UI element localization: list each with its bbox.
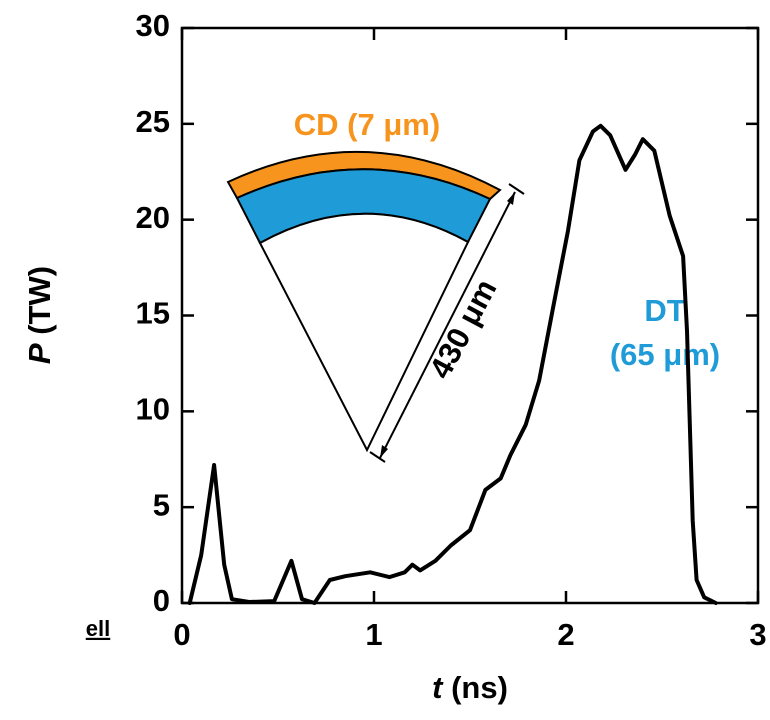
x-tick-label: 3 [749,617,766,652]
x-tick-label: 0 [173,617,190,652]
x-tick-label: 2 [557,617,574,652]
y-unit: (TW) [22,266,57,335]
cd-label: CD (7 μm) [294,107,440,142]
dt-thickness: (65 μm) [610,337,720,372]
y-tick-label: 10 [136,392,170,427]
y-var: P [22,343,57,364]
y-tick-label: 30 [136,8,170,43]
y-tick-label: 0 [153,583,170,618]
x-axis-label: t (ns) [432,670,508,705]
power-line [187,123,718,605]
y-tick-label: 25 [136,104,170,139]
x-unit: (ns) [451,670,508,705]
y-axis-label: P (TW) [22,266,57,364]
shell-diagram [226,150,525,463]
y-tick-label: 15 [136,296,170,331]
x-var: t [432,670,444,705]
y-tick-label: 5 [153,487,170,522]
dt-label: DT [644,293,685,328]
cropped-label: ell [86,616,110,641]
y-tick-label: 20 [136,200,170,235]
x-tick-label: 1 [365,617,382,652]
